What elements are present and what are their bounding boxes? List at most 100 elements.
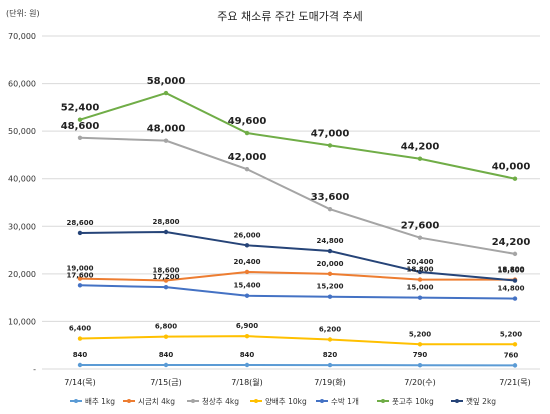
x-tick-label: 7/14(목) [64, 378, 96, 387]
y-tick-label: 40,000 [8, 175, 36, 184]
data-point [512, 342, 518, 347]
legend-marker [191, 399, 195, 403]
data-label: 5,200 [409, 330, 431, 338]
data-label: 33,600 [311, 192, 350, 203]
data-point [327, 248, 333, 254]
data-label: 6,400 [69, 325, 91, 333]
data-label: 840 [159, 351, 174, 359]
y-axis: - 10,000 20,000 30,000 40,000 50,000 60,000 70,… [8, 32, 36, 374]
data-label: 15,400 [233, 282, 260, 290]
data-label: 20,000 [316, 260, 343, 268]
x-tick-label: 7/15(금) [150, 378, 182, 387]
data-label: 820 [323, 351, 338, 359]
data-label: 6,200 [319, 326, 341, 334]
data-label: 40,000 [492, 162, 531, 173]
chart-title: 주요 채소류 주간 도매가격 추세 [217, 10, 363, 23]
legend-marker [455, 399, 459, 403]
y-tick-label: 70,000 [8, 32, 36, 41]
data-point [512, 251, 518, 257]
legend-marker [254, 399, 258, 403]
data-label: 15,200 [316, 283, 343, 291]
data-point [77, 283, 83, 288]
data-label: 6,800 [155, 323, 177, 331]
data-point [327, 362, 333, 368]
legend-label: 시금치 4kg [138, 397, 175, 406]
data-point [327, 206, 333, 212]
data-label: 6,900 [236, 322, 258, 330]
data-point [163, 284, 169, 290]
data-label: 44,200 [401, 142, 440, 153]
data-label: 48,600 [61, 121, 100, 132]
data-point [244, 130, 250, 136]
data-point [417, 295, 423, 300]
data-label: 18,600 [152, 267, 179, 275]
data-label: 17,600 [66, 271, 93, 279]
data-point [327, 271, 333, 277]
y-tick-label: 20,000 [8, 270, 36, 279]
x-tick-label: 7/20(수) [404, 378, 436, 387]
data-label: 24,800 [316, 237, 343, 245]
data-label: 28,600 [66, 219, 93, 227]
x-axis: 7/14(목) 7/15(금) 7/18(월) 7/19(화) 7/20(수) 7/21(… [64, 377, 531, 387]
data-label: 18,800 [497, 266, 524, 274]
y-tick-label: 10,000 [8, 317, 36, 326]
data-point [512, 176, 518, 181]
data-label: 760 [504, 351, 519, 359]
data-point [163, 362, 169, 368]
gridlines [42, 35, 540, 370]
data-label: 58,000 [147, 76, 186, 87]
data-point [77, 230, 83, 236]
x-tick-label: 7/18(월) [231, 377, 263, 387]
data-point [244, 269, 250, 275]
data-label: 20,400 [233, 258, 260, 266]
legend-label: 깻잎 2kg [466, 396, 496, 406]
series-line [79, 92, 516, 180]
data-point [512, 296, 518, 301]
data-point [244, 362, 250, 368]
data-label: 20,400 [406, 258, 433, 266]
x-tick-label: 7/21(목) [499, 378, 531, 387]
data-label: 24,200 [492, 237, 531, 248]
data-point [77, 362, 83, 368]
x-tick-label: 7/19(화) [314, 378, 346, 387]
data-label: 15,000 [406, 284, 433, 292]
legend-marker [127, 399, 131, 403]
y-tick-label: 30,000 [8, 222, 36, 231]
data-point [163, 138, 169, 143]
data-label: 18,800 [406, 266, 433, 274]
data-point [77, 276, 83, 281]
data-point [244, 167, 250, 172]
data-label: 26,000 [233, 231, 260, 239]
y-tick-label: 50,000 [8, 127, 36, 136]
series-line [79, 284, 516, 300]
data-point [77, 135, 83, 141]
data-point [417, 342, 423, 347]
data-label: 27,600 [401, 221, 440, 232]
series-line [79, 270, 515, 282]
data-point [327, 143, 333, 148]
data-point [163, 229, 169, 235]
legend-marker [381, 399, 385, 403]
legend-marker [74, 399, 78, 403]
y-tick-label: - [33, 365, 36, 374]
data-point [327, 294, 333, 299]
data-point [244, 293, 250, 298]
series-lines [77, 90, 518, 368]
data-point [417, 156, 423, 161]
data-point [244, 333, 250, 339]
series-line [79, 136, 516, 255]
legend-label: 양배추 10kg [265, 397, 307, 406]
data-label: 42,000 [228, 152, 267, 163]
data-point [512, 363, 518, 368]
legend-label: 풋고추 10kg [392, 397, 434, 406]
data-label: 49,600 [228, 116, 267, 127]
legend-label: 배추 1kg [85, 397, 115, 406]
data-point [417, 235, 423, 240]
data-point [417, 277, 423, 282]
data-label: 47,000 [311, 128, 350, 139]
data-point [417, 363, 423, 368]
data-label: 28,800 [152, 218, 179, 226]
data-point [77, 117, 83, 122]
data-label: 840 [73, 351, 88, 359]
data-point [244, 243, 250, 248]
